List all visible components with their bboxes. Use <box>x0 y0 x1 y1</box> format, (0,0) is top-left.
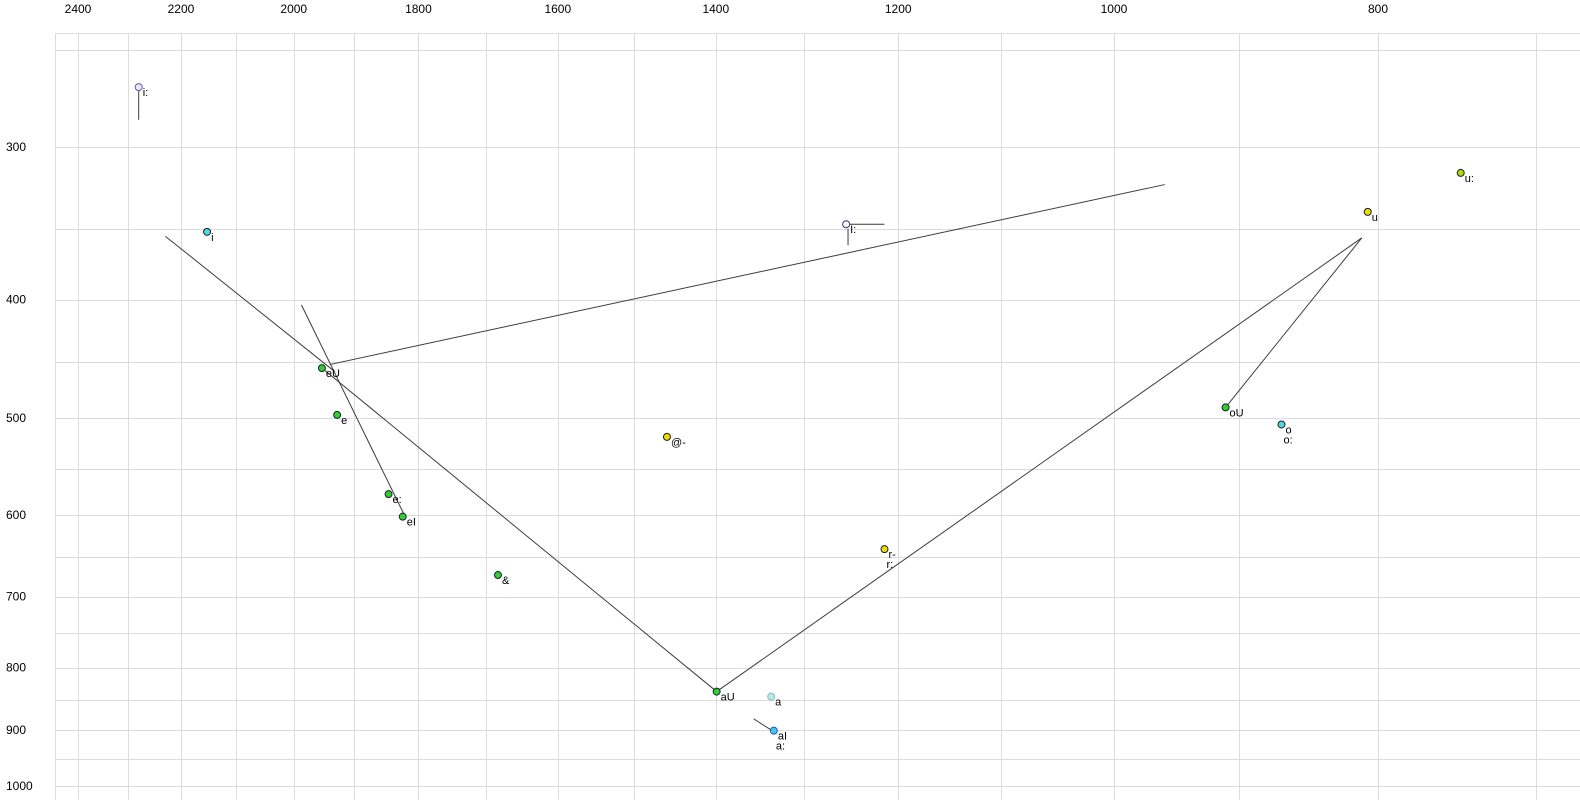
data-point-group: u <box>1363 207 1378 224</box>
data-point-label-secondary: a: <box>776 741 785 753</box>
x-axis-tick-label: 1800 <box>405 2 432 16</box>
data-point-group: @- <box>662 432 686 449</box>
data-point-group: oU <box>1221 403 1244 419</box>
eU-to-back-line <box>329 184 1165 366</box>
data-point-label: @- <box>671 437 686 449</box>
data-point-label-secondary: o: <box>1283 434 1292 446</box>
y-axis-tick-label: 400 <box>6 293 26 307</box>
data-points: i: i u: u I: eU e @- e: eI oU oo: & r-r: aU a aIa: <box>134 83 1474 753</box>
data-point-label: aU <box>721 692 735 704</box>
data-point-group: eI <box>398 512 416 529</box>
data-point-marker[interactable] <box>662 432 671 441</box>
data-point-marker[interactable] <box>1277 420 1286 429</box>
x-axis-tick-label: 1000 <box>1101 2 1128 16</box>
data-point-group: a <box>767 692 782 709</box>
data-point-marker[interactable] <box>1363 207 1372 216</box>
front-steep-line <box>301 304 406 516</box>
data-point-label: u: <box>1465 173 1474 185</box>
data-point-label: oU <box>1230 407 1244 419</box>
y-axis-tick-label: 800 <box>6 661 26 675</box>
x-axis-tick-label: 2400 <box>65 2 92 16</box>
x-axis-tick-label: 2200 <box>168 2 195 16</box>
x-axis-tick-label: 1200 <box>885 2 912 16</box>
data-point-group: oo: <box>1277 420 1293 446</box>
data-point-group: u: <box>1456 168 1474 185</box>
y-axis-tick-label: 500 <box>6 411 26 425</box>
data-point-group: r-r: <box>880 545 896 571</box>
data-point-marker[interactable] <box>333 410 342 419</box>
data-point-label: o <box>1285 424 1291 436</box>
data-point-marker[interactable] <box>493 571 502 580</box>
data-point-label: u <box>1372 212 1378 224</box>
data-point-marker[interactable] <box>712 687 721 696</box>
data-point-label: e <box>341 415 347 427</box>
y-axis-tick-label: 1000 <box>6 779 33 793</box>
x-axis-tick-label: 1600 <box>544 2 571 16</box>
grid-lines <box>55 33 1580 800</box>
y-axis-tick-labels: 300 400 500 600 700 800 900 1000 <box>6 140 33 793</box>
trajectory-lines <box>138 91 1363 731</box>
data-point-group: i: <box>134 83 149 99</box>
data-point-label: a <box>775 697 782 709</box>
data-point-marker[interactable] <box>398 512 407 521</box>
data-point-marker[interactable] <box>767 692 776 701</box>
data-point-marker[interactable] <box>203 227 212 236</box>
data-point-label-secondary: r: <box>886 559 893 571</box>
data-point-label: i <box>211 232 213 244</box>
data-point-group: e <box>333 410 347 427</box>
data-point-group: I: <box>842 220 856 236</box>
data-point-group: aIa: <box>769 726 787 753</box>
y-axis-tick-label: 700 <box>6 590 26 604</box>
data-point-label: eI <box>407 517 416 529</box>
data-point-label: I: <box>850 224 856 236</box>
data-point-group: e: <box>384 490 402 506</box>
data-point-group: & <box>493 571 510 587</box>
data-point-label: & <box>502 575 510 587</box>
data-point-label: i: <box>143 87 149 99</box>
data-point-marker[interactable] <box>1456 168 1465 177</box>
x-axis-tick-labels: 2400 2200 2000 1800 1600 1400 1200 1000 800 <box>65 2 1389 16</box>
data-point-label: e: <box>393 494 402 506</box>
data-point-label: aI <box>778 731 787 743</box>
y-axis-tick-label: 600 <box>6 508 26 522</box>
data-point-group: eU <box>317 364 340 380</box>
data-point-marker[interactable] <box>880 545 889 554</box>
data-point-marker[interactable] <box>317 364 326 373</box>
data-point-marker[interactable] <box>842 220 851 229</box>
y-axis-tick-label: 900 <box>6 723 26 737</box>
eU-to-aU-line <box>321 367 717 692</box>
front-upper-line <box>165 235 335 372</box>
y-axis-tick-label: 300 <box>6 140 26 154</box>
x-axis-tick-label: 1400 <box>702 2 729 16</box>
data-point-label: eU <box>326 368 340 380</box>
data-point-label: r- <box>888 549 896 561</box>
x-axis-tick-label: 800 <box>1368 2 1388 16</box>
data-point-group: i <box>203 227 214 244</box>
x-axis-tick-label: 2000 <box>280 2 307 16</box>
data-point-marker[interactable] <box>134 83 143 92</box>
data-point-marker[interactable] <box>1221 403 1230 412</box>
aI-tick-line <box>753 718 772 731</box>
data-point-group: aU <box>712 687 735 704</box>
data-point-marker[interactable] <box>769 726 778 735</box>
aU-to-u-line <box>716 237 1363 692</box>
oU-to-u-line <box>1225 237 1363 408</box>
data-point-marker[interactable] <box>384 490 393 499</box>
